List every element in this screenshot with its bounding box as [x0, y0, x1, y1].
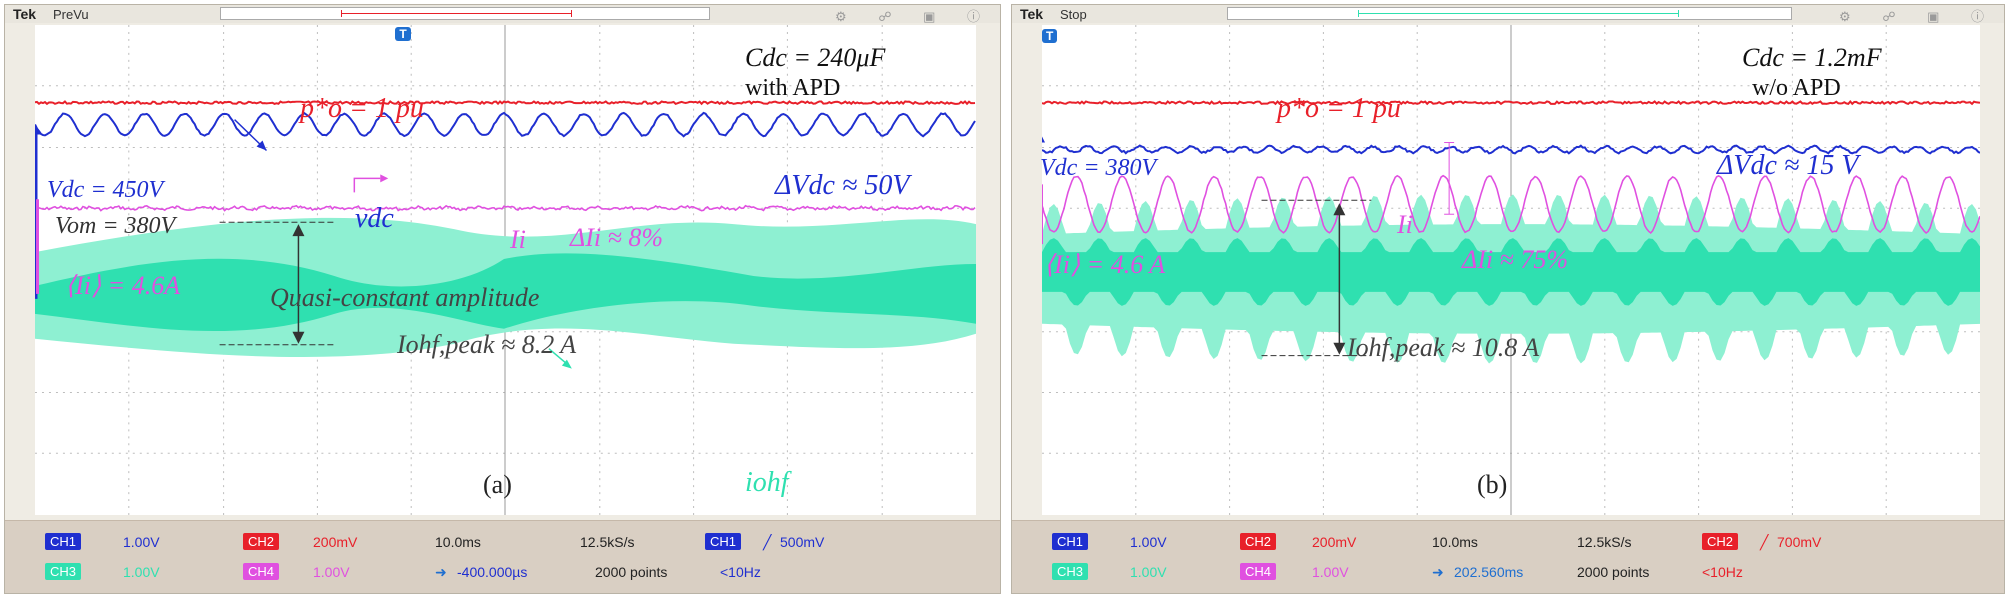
- offset-arrow-icon: ➜: [1432, 564, 1444, 580]
- trigger-channel-badge[interactable]: CH2: [1702, 533, 1739, 550]
- trigger-position-icon[interactable]: T: [1042, 29, 1058, 43]
- timebase[interactable]: 10.0ms: [1432, 534, 1478, 550]
- avg-ii-label: ⟨Ii⟩ = 4.6 A: [1044, 250, 1166, 279]
- brand-label: Tek: [1020, 6, 1044, 22]
- vdc-trace-label: vdc: [355, 203, 394, 234]
- power-reference-label: p*o = 1 pu: [1277, 93, 1401, 124]
- trigger-frequency: <10Hz: [720, 564, 761, 580]
- oscilloscope-panel-b: Tek Stop ⚙ ☍ ▣ ⓘ: [1011, 4, 2005, 594]
- delta-vdc-label: ΔVdc ≈ 50V: [775, 170, 910, 201]
- ch3-badge[interactable]: CH3: [45, 563, 82, 580]
- horizontal-offset: -400.000µs: [457, 564, 528, 580]
- ch2-scale: 200mV: [1312, 534, 1357, 550]
- ch2-badge[interactable]: CH2: [1240, 533, 1277, 550]
- iohf-peak-label: Iohf,peak ≈ 10.8 A: [1347, 333, 1540, 362]
- ch2-badge[interactable]: CH2: [243, 533, 280, 550]
- trigger-position-icon[interactable]: T: [395, 27, 411, 41]
- timebase[interactable]: 10.0ms: [435, 534, 481, 550]
- sample-rate: 12.5kS/s: [580, 534, 635, 550]
- delta-ii-label: ΔIi ≈ 75%: [1462, 245, 1569, 274]
- delta-ii-label: ΔIi ≈ 8%: [570, 223, 664, 252]
- oscilloscope-panel-a: Tek PreVu ⚙ ☍ ▣ ⓘ: [4, 4, 1001, 594]
- scope-title-bar: Tek Stop ⚙ ☍ ▣ ⓘ: [1012, 5, 2004, 24]
- ch1-badge[interactable]: CH1: [1052, 533, 1089, 550]
- waveform-display: [35, 25, 976, 515]
- trigger-level: 500mV: [780, 534, 825, 550]
- ii-trace-label: Ii: [1397, 210, 1413, 239]
- waveform-display: [1042, 25, 1980, 515]
- ch1-scale: 1.00V: [1130, 534, 1167, 550]
- acquisition-mode: Stop: [1060, 7, 1087, 22]
- horizontal-offset: 202.560ms: [1454, 564, 1524, 580]
- record-length: 2000 points: [1577, 564, 1650, 580]
- vdc-label: Vdc = 380V: [1040, 155, 1157, 181]
- vdc-label: Vdc = 450V: [47, 177, 164, 203]
- delta-vdc-label: ΔVdc ≈ 15 V: [1717, 150, 1859, 181]
- ch4-scale: 1.00V: [313, 564, 350, 580]
- offset-arrow-icon: ➜: [435, 564, 447, 580]
- ch4-scale: 1.00V: [1312, 564, 1349, 580]
- toolbar-icons[interactable]: ⚙ ☍ ▣ ⓘ: [1839, 9, 1998, 24]
- iohf-peak-label: Iohf,peak ≈ 8.2 A: [397, 330, 577, 359]
- record-view-bar[interactable]: [1227, 7, 1792, 20]
- quasi-constant-label: Quasi-constant amplitude: [270, 283, 540, 312]
- toolbar-icons[interactable]: ⚙ ☍ ▣ ⓘ: [835, 9, 994, 24]
- apd-mode-label: with APD: [745, 75, 841, 101]
- graticule: [1042, 25, 1980, 515]
- panel-tag: (b): [1477, 470, 1508, 499]
- readout-bar: CH1 1.00V CH2 200mV CH3 1.00V CH4 1.00V …: [1012, 520, 2004, 593]
- cdc-param-label: Cdc = 240μF: [745, 43, 886, 72]
- graticule: [35, 25, 976, 515]
- readout-bar: CH1 1.00V CH2 200mV CH3 1.00V CH4 1.00V …: [5, 520, 1000, 593]
- ch2-scale: 200mV: [313, 534, 358, 550]
- brand-label: Tek: [13, 6, 37, 22]
- ch3-scale: 1.00V: [1130, 564, 1167, 580]
- trigger-channel-badge[interactable]: CH1: [705, 533, 742, 550]
- ii-trace-label: Ii: [510, 225, 526, 254]
- iohf-trace-label: iohf: [745, 467, 789, 498]
- ch1-scale: 1.00V: [123, 534, 160, 550]
- vom-label: Vom = 380V: [55, 213, 176, 239]
- panel-tag: (a): [483, 470, 512, 499]
- trigger-slope-icon: ╱: [763, 534, 772, 550]
- record-view-bar[interactable]: [220, 7, 710, 20]
- trigger-slope-icon: ╱: [1760, 534, 1769, 550]
- ch4-badge[interactable]: CH4: [1240, 563, 1277, 580]
- ch3-scale: 1.00V: [123, 564, 160, 580]
- ch1-badge[interactable]: CH1: [45, 533, 82, 550]
- avg-ii-label: ⟨Ii⟩ = 4.6A: [65, 271, 181, 300]
- apd-mode-label: w/o APD: [1752, 75, 1841, 101]
- acquisition-mode: PreVu: [53, 7, 89, 22]
- trigger-level: 700mV: [1777, 534, 1822, 550]
- scope-title-bar: Tek PreVu ⚙ ☍ ▣ ⓘ: [5, 5, 1000, 24]
- ch3-badge[interactable]: CH3: [1052, 563, 1089, 580]
- power-reference-label: p*o = 1 pu: [300, 93, 424, 124]
- ch4-badge[interactable]: CH4: [243, 563, 280, 580]
- trigger-frequency: <10Hz: [1702, 564, 1743, 580]
- cdc-param-label: Cdc = 1.2mF: [1742, 43, 1882, 72]
- sample-rate: 12.5kS/s: [1577, 534, 1632, 550]
- record-length: 2000 points: [595, 564, 668, 580]
